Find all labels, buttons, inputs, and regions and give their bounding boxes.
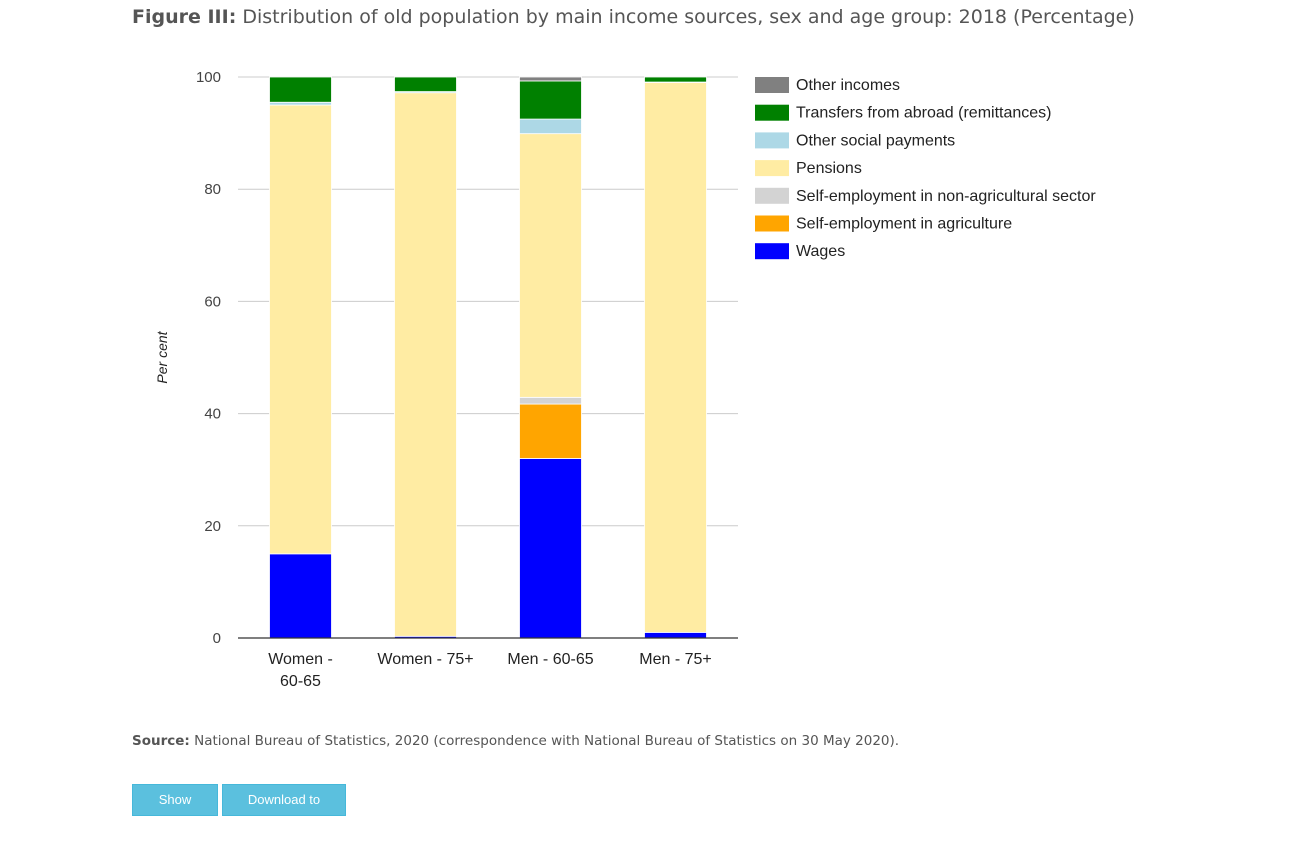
legend-label: Self-employment in non-agricultural sect… [796, 188, 1096, 205]
bar-segment [269, 76, 332, 103]
source-text: National Bureau of Statistics, 2020 (cor… [194, 733, 900, 749]
bar-segment [269, 553, 332, 639]
legend-label: Other social payments [796, 132, 955, 149]
legend-swatch [755, 132, 789, 149]
figure-title-label: Figure III: [132, 6, 237, 28]
x-tick-label: Women -60-65 [268, 651, 333, 690]
source-label: Source: [132, 733, 190, 749]
source-note: Source: National Bureau of Statistics, 2… [132, 733, 899, 749]
figure-title: Figure III: Distribution of old populati… [132, 6, 1135, 28]
legend-swatch [755, 77, 789, 93]
y-tick-label: 80 [204, 181, 221, 198]
y-tick-label: 40 [204, 406, 221, 423]
x-tick-label: Men - 75+ [639, 651, 711, 668]
y-tick-label: 60 [204, 293, 221, 310]
bar-segment [269, 101, 332, 106]
legend-swatch [755, 160, 789, 177]
bar-segment [644, 631, 707, 639]
figure-title-text: Distribution of old population by main i… [242, 6, 1135, 28]
bar-segment [644, 82, 707, 633]
legend-label: Other incomes [796, 77, 900, 94]
show-data-button[interactable]: Show Data [132, 784, 218, 837]
bar-segment [519, 458, 582, 639]
y-axis-title: Per cent [154, 330, 170, 383]
bar-segment [519, 118, 582, 135]
legend-swatch [755, 187, 789, 204]
x-tick-label: Women - 75+ [377, 651, 473, 668]
bar-segment [519, 403, 582, 459]
bar-segment [519, 133, 582, 398]
legend-swatch [755, 104, 789, 121]
y-tick-label: 0 [213, 630, 221, 647]
bar-segment [394, 92, 457, 637]
legend-label: Wages [796, 243, 845, 260]
legend-label: Self-employment in agriculture [796, 216, 1012, 233]
bar-segment [519, 76, 582, 82]
legend-swatch [755, 215, 789, 232]
stacked-bar-chart: 0 20 40 60 80 100 Women -60-65 Women - 75+ Men -… [154, 69, 1096, 690]
bar-segment [519, 396, 582, 405]
bar-segment [644, 76, 707, 83]
y-tick-label: 100 [196, 69, 221, 86]
x-tick-label: Men - 60-65 [507, 651, 593, 668]
bar-segment [394, 76, 457, 92]
y-tick-label: 20 [204, 518, 221, 535]
download-csv-button[interactable]: Download to CSV [222, 784, 346, 837]
legend-label: Pensions [796, 160, 862, 177]
bar-segment [519, 80, 582, 120]
bar-segment [269, 104, 332, 555]
legend-swatch [755, 243, 789, 260]
legend-label: Transfers from abroad (remittances) [796, 105, 1051, 122]
